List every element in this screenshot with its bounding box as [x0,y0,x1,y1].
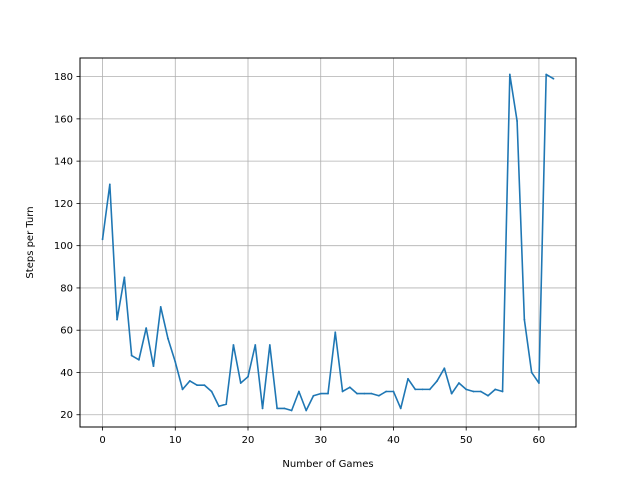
data-point [210,390,213,393]
x-tick-label: 0 [99,435,105,446]
data-point [298,390,300,393]
data-point [552,77,555,80]
y-tick-label: 40 [60,368,73,379]
data-point [472,390,475,393]
data-point [290,409,293,412]
data-point [385,390,388,393]
data-point [378,394,380,397]
x-axis-ticks: 0 10 20 30 40 50 60 [99,427,545,446]
data-point [334,331,337,334]
data-point [392,390,395,393]
data-point [494,388,497,391]
data-point [203,384,206,387]
data-point [130,354,133,357]
data-point [218,405,220,408]
data-point [436,380,438,382]
data-point [261,407,264,410]
y-tick-label: 120 [54,199,73,210]
x-tick-label: 40 [387,435,400,446]
data-point [167,337,169,340]
plot-frame [79,57,577,428]
y-tick-label: 20 [60,410,73,421]
data-point [145,327,148,329]
data-point [101,238,104,241]
data-point [501,390,504,393]
data-point [312,394,315,397]
y-tick-label: 80 [60,283,73,294]
y-tick-label: 60 [60,326,73,337]
y-tick-label: 100 [54,241,73,252]
data-point [188,380,191,382]
grid [80,58,576,427]
data-point [108,183,111,186]
data-point [516,120,518,122]
data-point [370,392,373,395]
data-point [174,361,177,363]
data-point [181,388,184,391]
data-point [159,306,162,308]
data-point [399,407,402,410]
data-point [341,390,344,393]
data-point [283,407,286,410]
data-point [305,409,308,412]
data-point [428,388,431,391]
data-point [523,318,526,321]
data-point [123,276,126,279]
y-tick-label: 160 [54,114,73,125]
data-point [363,392,366,395]
series [101,73,555,412]
x-axis-title: Number of Games [282,459,373,470]
data-point [458,382,460,384]
data-point [319,392,322,395]
y-tick-label: 180 [54,72,73,83]
data-point [479,390,482,393]
data-point [443,367,446,370]
data-point [487,394,489,397]
data-point [327,392,329,395]
data-point [348,386,351,389]
data-point [247,375,249,378]
data-point [138,358,140,361]
data-point [545,73,548,76]
data-point [450,392,453,395]
data-point [538,382,540,384]
x-tick-label: 10 [169,435,182,446]
data-point [239,382,242,384]
x-tick-label: 20 [242,435,255,446]
data-point [196,384,198,387]
data-point [116,318,118,321]
data-point [232,344,235,346]
x-tick-label: 60 [533,435,546,446]
data-point [268,344,271,346]
data-point [407,377,409,380]
y-tick-label: 140 [54,157,73,168]
data-point [225,403,228,406]
data-point [414,388,417,391]
data-point [508,73,511,76]
y-axis-title: Steps per Turn [25,206,36,278]
x-tick-label: 30 [314,435,327,446]
data-point [356,392,358,395]
data-point [152,365,155,368]
data-point [254,344,257,346]
data-point [276,407,278,410]
data-point [465,388,468,391]
data-point [421,388,424,391]
x-tick-label: 50 [460,435,473,446]
y-axis-ticks: 20 40 60 80 100 120 140 160 180 [54,72,80,421]
data-point [530,371,533,374]
